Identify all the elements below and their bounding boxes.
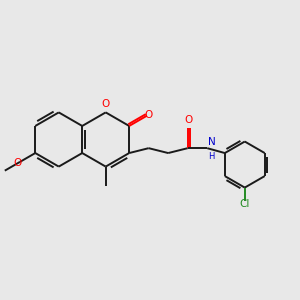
Text: Cl: Cl [240, 199, 250, 209]
Text: O: O [184, 115, 193, 125]
Text: O: O [102, 99, 110, 109]
Text: H: H [208, 152, 215, 161]
Text: O: O [14, 158, 22, 168]
Text: O: O [145, 110, 153, 120]
Text: N: N [208, 137, 216, 147]
